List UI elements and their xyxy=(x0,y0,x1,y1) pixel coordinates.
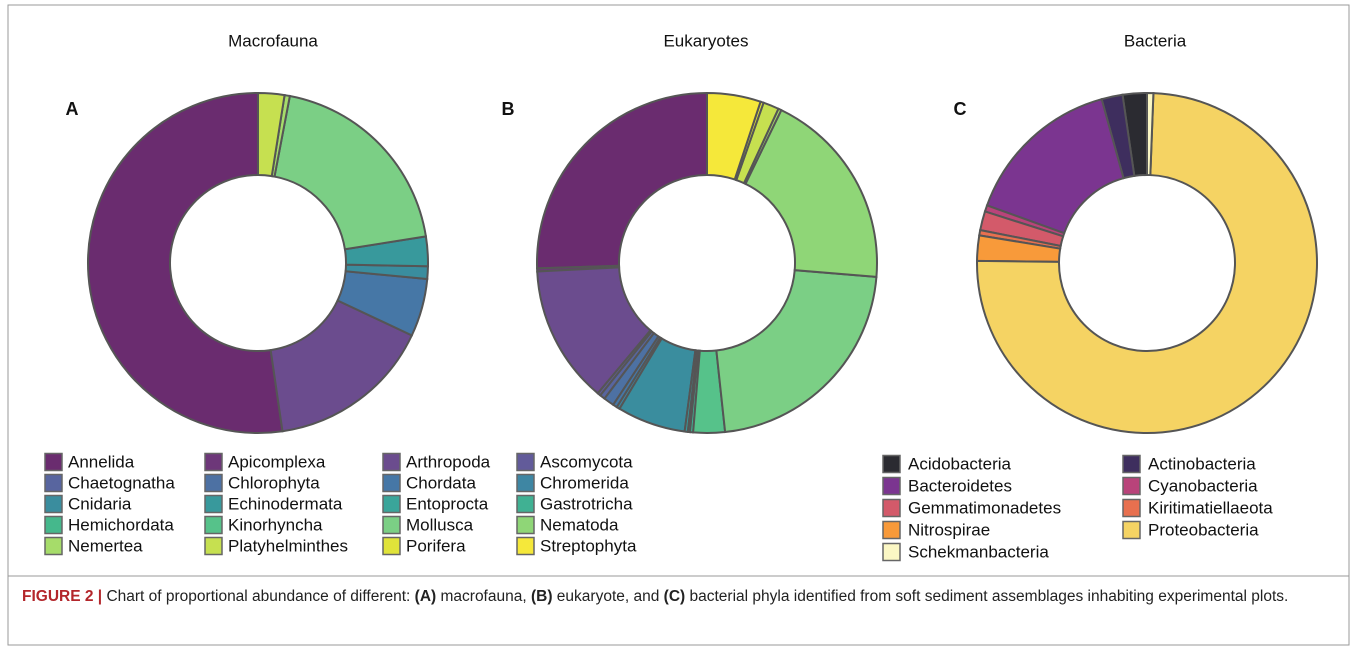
legend-label: Kiritimatiellaeota xyxy=(1148,498,1273,517)
donut-segment xyxy=(715,269,878,434)
legend-swatch xyxy=(204,494,223,514)
caption-text: (A) xyxy=(414,588,437,605)
legend-label: Porifera xyxy=(406,536,466,555)
legend-swatch xyxy=(44,452,63,472)
donut-segment xyxy=(273,94,428,251)
chart-title: Bacteria xyxy=(1124,31,1187,50)
donut-segment xyxy=(744,108,878,278)
donut-segment xyxy=(257,91,286,178)
legend-swatch xyxy=(882,454,901,474)
legend-label: Actinobacteria xyxy=(1148,454,1256,473)
legend-swatch xyxy=(204,473,223,493)
caption-text: Chart of proportional abundance of diffe… xyxy=(102,588,415,605)
legend-label: Gemmatimonadetes xyxy=(908,498,1061,517)
legend-label: Gastrotricha xyxy=(540,494,633,513)
caption: FIGURE 2 | Chart of proportional abundan… xyxy=(22,586,1337,608)
caption-text: FIGURE 2 | xyxy=(22,588,103,605)
legend-label: Chromerida xyxy=(540,473,629,492)
caption-text: macrofauna, xyxy=(436,588,531,605)
legend-label: Proteobacteria xyxy=(1148,520,1259,539)
legend-label: Acidobacteria xyxy=(908,454,1012,473)
legend-swatch xyxy=(382,473,401,493)
frame xyxy=(7,4,1350,646)
legend-swatch xyxy=(516,452,535,472)
legend-label: Nematoda xyxy=(540,515,619,534)
legend-swatch xyxy=(516,494,535,514)
donut-segment xyxy=(1146,91,1155,177)
legend-swatch xyxy=(382,515,401,535)
legend-swatch xyxy=(516,536,535,556)
legend-swatch xyxy=(882,542,901,562)
legend-swatch xyxy=(44,473,63,493)
legend-swatch xyxy=(1122,520,1141,540)
panel-label: C xyxy=(954,99,967,119)
legend-label: Chordata xyxy=(406,473,476,492)
legend-swatch xyxy=(382,452,401,472)
legend-label: Ascomycota xyxy=(540,452,633,471)
legend-swatch xyxy=(44,515,63,535)
legend-label: Kinorhyncha xyxy=(228,515,323,534)
legend-label: Cyanobacteria xyxy=(1148,476,1258,495)
legend-swatch xyxy=(1122,454,1141,474)
legend-label: Entoprocta xyxy=(406,494,489,513)
legend-swatch xyxy=(516,515,535,535)
legend-label: Apicomplexa xyxy=(228,452,326,471)
donut-segment xyxy=(87,91,284,434)
caption-text: eukaryote, and xyxy=(552,588,664,605)
legend-label: Schekmanbacteria xyxy=(908,542,1049,561)
chart-title: Macrofauna xyxy=(228,31,318,50)
legend-swatch xyxy=(382,536,401,556)
legend-label: Nemertea xyxy=(68,536,143,555)
legend-swatch xyxy=(882,520,901,540)
legend-label: Chaetognatha xyxy=(68,473,175,492)
legend-label: Annelida xyxy=(68,452,135,471)
donut-segment xyxy=(706,91,762,181)
legend-swatch xyxy=(1122,498,1141,518)
legend-swatch xyxy=(44,536,63,556)
legend-label: Echinodermata xyxy=(228,494,343,513)
legend-swatch xyxy=(44,494,63,514)
donut-segment xyxy=(536,91,708,270)
legend-label: Platyhelminthes xyxy=(228,536,348,555)
legend-label: Bacteroidetes xyxy=(908,476,1012,495)
panel-label: B xyxy=(502,99,515,119)
legend-label: Arthropoda xyxy=(406,452,491,471)
caption-text: bacterial phyla identified from soft sed… xyxy=(685,588,1289,605)
legend-label: Mollusca xyxy=(406,515,474,534)
caption-text: (C) xyxy=(663,588,686,605)
legend-swatch xyxy=(882,498,901,518)
legend-swatch xyxy=(882,476,901,496)
legend-label: Chlorophyta xyxy=(228,473,320,492)
legend-swatch xyxy=(204,515,223,535)
legend-label: Nitrospirae xyxy=(908,520,990,539)
panel-label: A xyxy=(66,99,79,119)
legend-swatch xyxy=(382,494,401,514)
legend-swatch xyxy=(1122,476,1141,496)
legend-label: Cnidaria xyxy=(68,494,132,513)
legend-label: Hemichordata xyxy=(68,515,174,534)
chart-title: Eukaryotes xyxy=(663,31,748,50)
legend-swatch xyxy=(204,536,223,556)
donut-segment xyxy=(976,92,1318,434)
legend-swatch xyxy=(204,452,223,472)
legend-swatch xyxy=(516,473,535,493)
caption-text: (B) xyxy=(530,588,553,605)
legend-label: Streptophyta xyxy=(540,536,637,555)
